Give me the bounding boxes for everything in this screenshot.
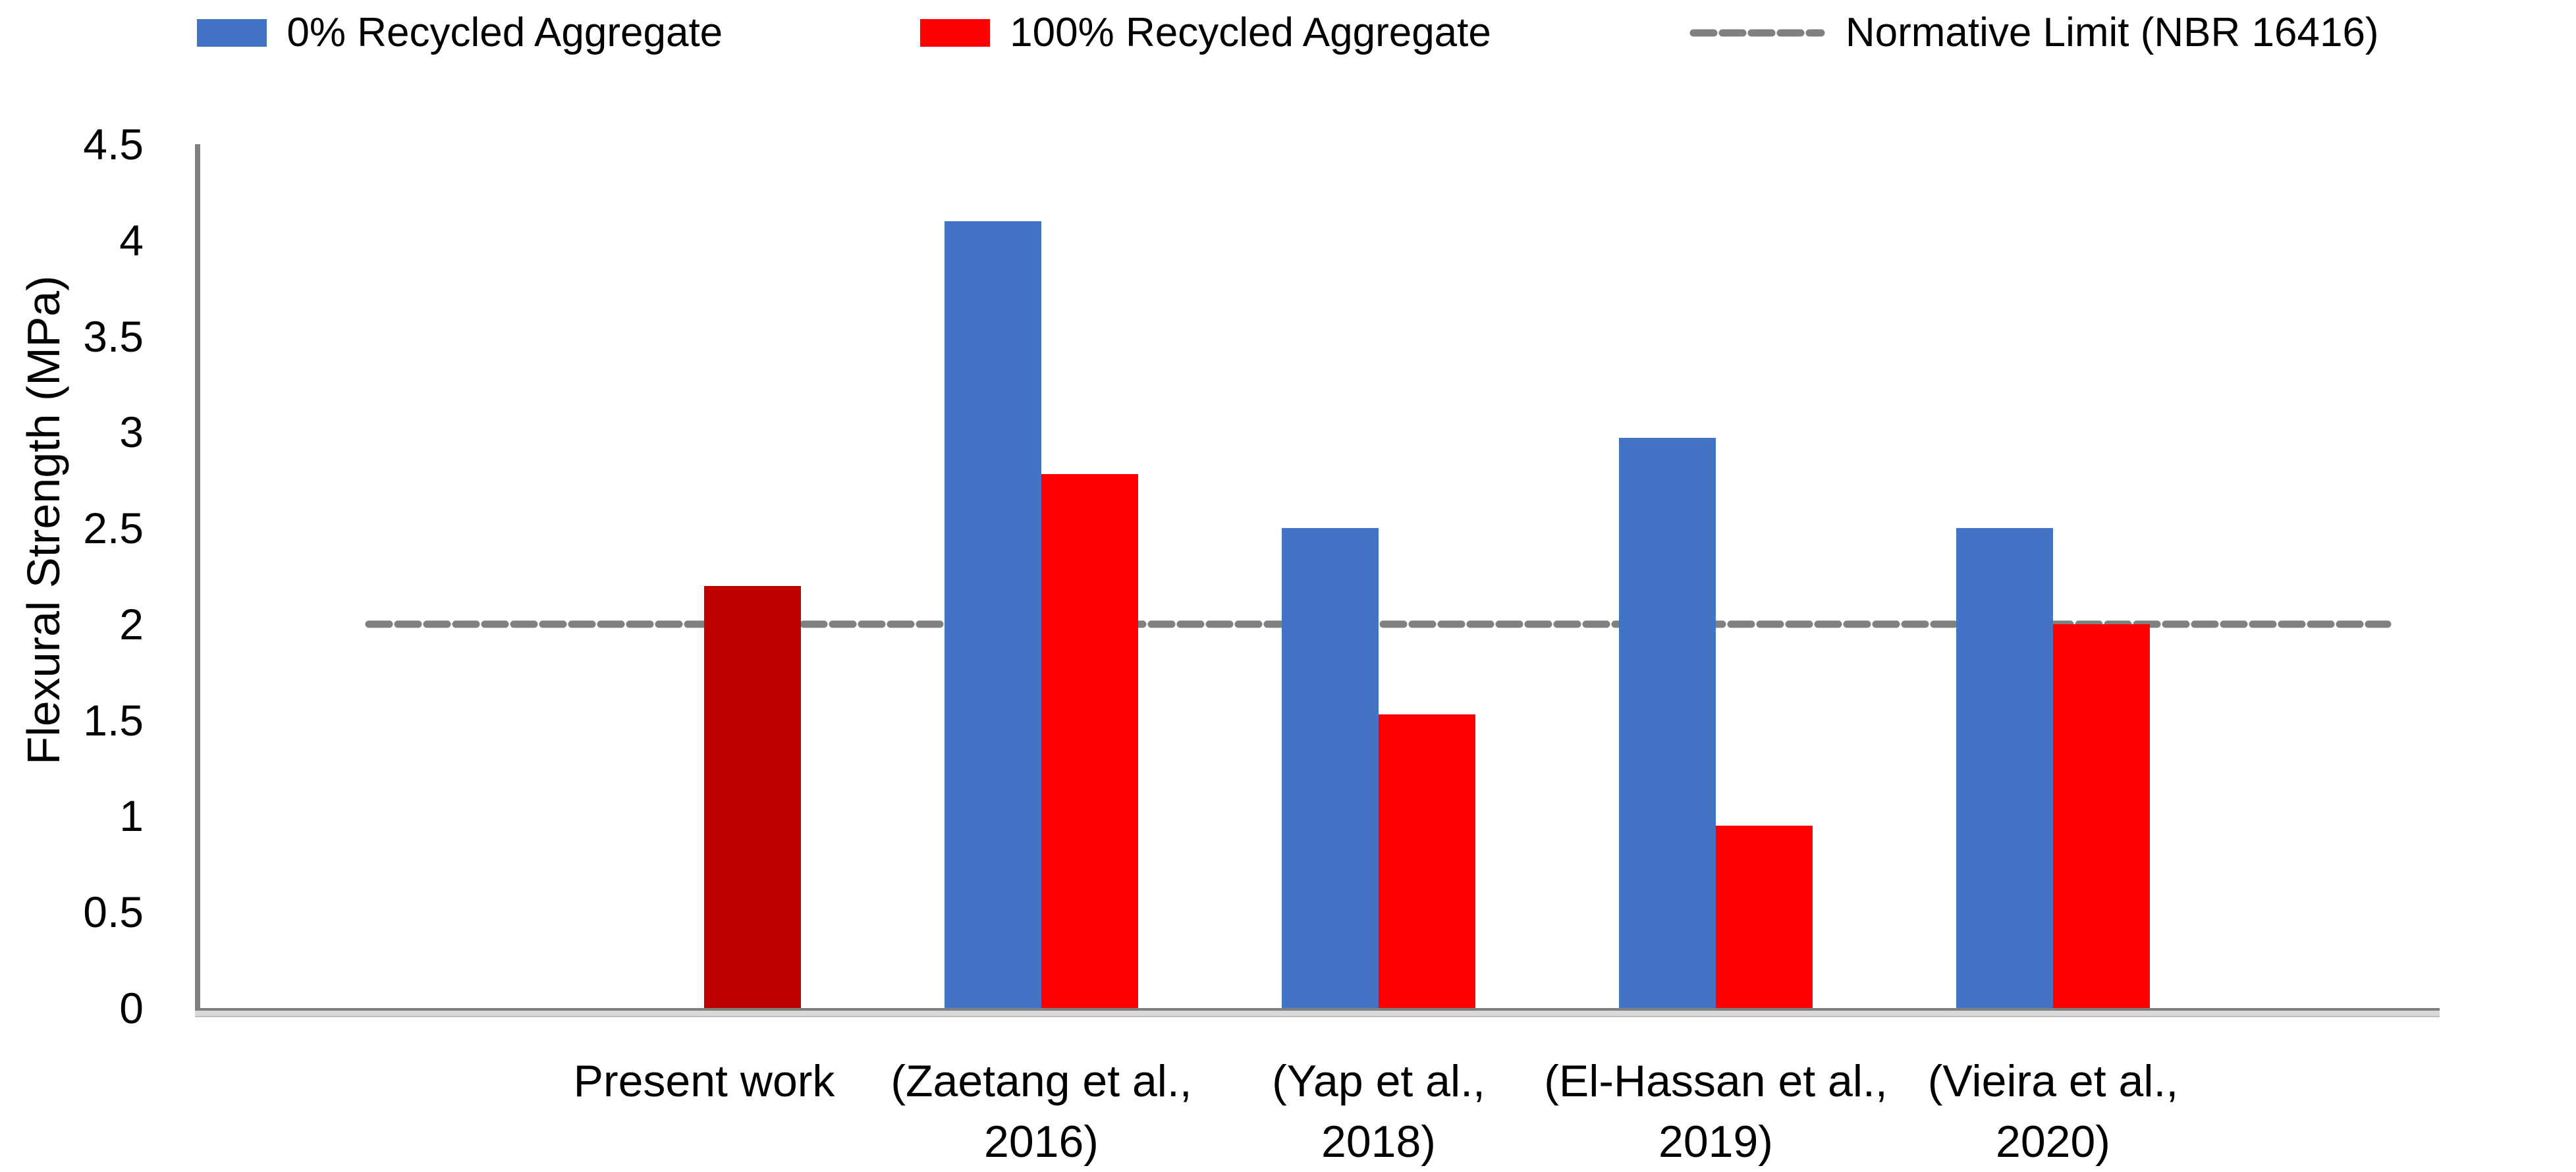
- x-axis-line: [195, 1008, 2440, 1011]
- y-tick-label: 0.5: [83, 888, 144, 937]
- x-axis-label-line: 2020): [1996, 1117, 2110, 1167]
- x-axis-category-label: (Zaetang et al., 2016): [837, 1051, 1246, 1172]
- x-axis-label-line: 2019): [1658, 1117, 1773, 1167]
- x-axis-label-line: (Yap et al.,: [1272, 1056, 1485, 1106]
- y-tick-label: 2.5: [83, 504, 144, 553]
- y-tick-label: 0: [119, 984, 144, 1032]
- legend-label: Normative Limit (NBR 16416): [1845, 10, 2379, 55]
- x-axis-category-label: (El-Hassan et al., 2019): [1512, 1051, 1920, 1172]
- x-axis-label-line: 2018): [1321, 1117, 1436, 1167]
- legend-dashed-line-icon: [1689, 29, 1825, 37]
- legend-label: 0% Recycled Aggregate: [287, 10, 723, 55]
- x-axis-label-line: Present work: [573, 1056, 835, 1106]
- bar: [1379, 714, 1475, 1008]
- x-axis-label-line: (Zaetang et al.,: [891, 1056, 1192, 1106]
- y-tick-label: 1: [119, 791, 144, 841]
- x-axis-label-line: (El-Hassan et al.,: [1544, 1056, 1888, 1106]
- bar: [1041, 474, 1138, 1008]
- legend-bar-swatch-icon: [920, 19, 991, 47]
- y-tick-label: 3.5: [83, 311, 144, 361]
- bar: [945, 221, 1041, 1008]
- x-axis-label-line: 2016): [984, 1117, 1099, 1167]
- bar: [1282, 528, 1379, 1008]
- y-axis-title: Flexural Strength (MPa): [18, 275, 69, 765]
- y-tick-label: 4.5: [83, 120, 144, 169]
- y-tick-label: 4: [119, 215, 144, 265]
- bar: [704, 585, 801, 1008]
- y-tick-label: 2: [119, 599, 144, 649]
- legend: 0% Recycled Aggregate 100% Recycled Aggre…: [0, 1, 2576, 65]
- legend-bar-swatch-icon: [197, 19, 267, 47]
- bar: [1956, 528, 2053, 1008]
- legend-item: 100% Recycled Aggregate: [920, 13, 1491, 53]
- x-axis-category-label: (Yap et al., 2018): [1174, 1051, 1583, 1172]
- legend-label: 100% Recycled Aggregate: [1010, 10, 1491, 55]
- x-axis-category-label: (Vieira et al., 2020): [1849, 1051, 2257, 1172]
- bar: [1619, 438, 1716, 1008]
- legend-item: Normative Limit (NBR 16416): [1689, 13, 2379, 53]
- legend-item: 0% Recycled Aggregate: [197, 13, 723, 53]
- y-axis-line: [195, 144, 200, 1015]
- x-axis-category-label: Present work: [500, 1051, 908, 1111]
- y-tick-label: 3: [119, 408, 144, 457]
- bar: [1716, 826, 1813, 1008]
- y-tick-label: 1.5: [83, 695, 144, 745]
- bar: [2053, 624, 2150, 1008]
- x-axis-baseline-band: [195, 1011, 2440, 1017]
- x-axis-label-line: (Vieira et al.,: [1927, 1056, 2179, 1106]
